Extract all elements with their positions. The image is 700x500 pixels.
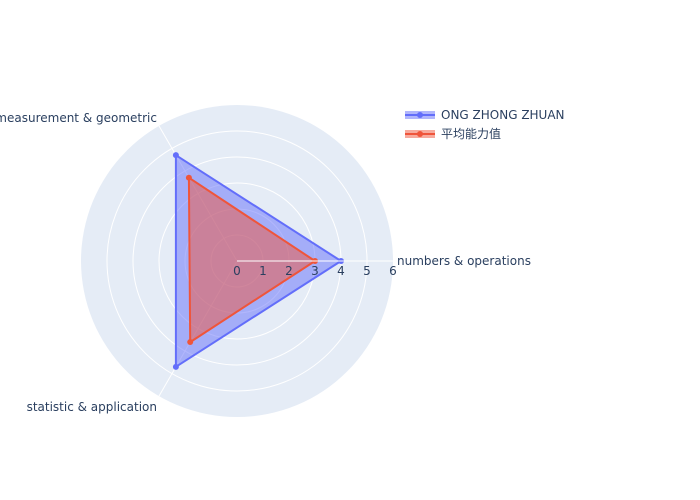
series-1-point	[187, 339, 194, 346]
series-1-point	[185, 174, 192, 181]
legend-label: 平均能力值	[441, 126, 501, 141]
axis-label-1: measurement & geometric	[0, 111, 157, 125]
legend-marker	[417, 131, 423, 137]
axis-labels: numbers & operations measurement & geomet…	[0, 111, 531, 414]
radial-tick-label: 6	[389, 264, 397, 278]
radial-tick-label: 5	[363, 264, 371, 278]
legend[interactable]: ONG ZHONG ZHUAN 平均能力值	[405, 108, 565, 141]
radial-tick-label: 1	[259, 264, 267, 278]
radial-tick-label: 2	[285, 264, 293, 278]
axis-label-2: statistic & application	[27, 400, 157, 414]
series-0-point	[172, 363, 179, 370]
radial-tick-label: 0	[233, 264, 241, 278]
legend-marker	[417, 112, 423, 118]
legend-item-0[interactable]: ONG ZHONG ZHUAN	[405, 108, 565, 122]
series-area-1	[187, 176, 316, 344]
legend-label: ONG ZHONG ZHUAN	[441, 108, 565, 122]
radial-tick-label: 4	[337, 264, 345, 278]
radial-tick-labels: 0 1 2 3 4 5 6	[233, 260, 397, 278]
series-0-point	[172, 152, 179, 159]
legend-item-1[interactable]: 平均能力值	[405, 126, 501, 141]
radial-tick-label: 3	[311, 264, 319, 278]
axis-label-0: numbers & operations	[397, 254, 531, 268]
